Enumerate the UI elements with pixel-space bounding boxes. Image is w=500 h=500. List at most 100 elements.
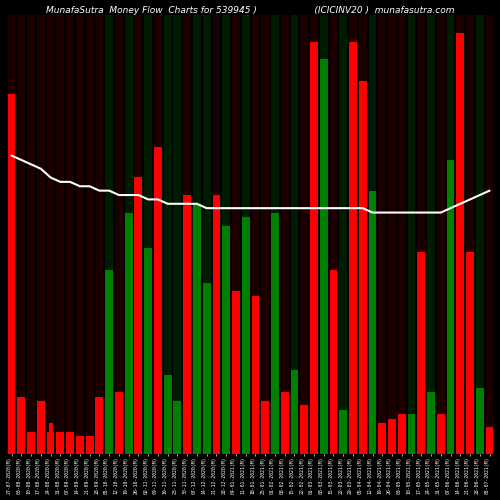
Bar bbox=[310, 42, 318, 454]
Bar bbox=[76, 16, 84, 454]
Bar bbox=[224, 362, 228, 454]
Bar bbox=[300, 406, 308, 454]
Bar bbox=[164, 374, 172, 454]
Bar bbox=[136, 353, 140, 454]
Bar bbox=[20, 423, 24, 454]
Bar bbox=[340, 16, 347, 454]
Bar bbox=[144, 16, 152, 454]
Bar bbox=[390, 423, 394, 454]
Bar bbox=[203, 282, 210, 454]
Bar bbox=[212, 195, 220, 454]
Bar bbox=[58, 440, 62, 454]
Bar bbox=[378, 16, 386, 454]
Bar bbox=[193, 204, 201, 454]
Bar bbox=[361, 322, 364, 454]
Bar bbox=[446, 160, 454, 454]
Bar bbox=[144, 248, 152, 454]
Bar bbox=[8, 94, 16, 454]
Bar bbox=[222, 16, 230, 454]
Bar bbox=[418, 16, 425, 454]
Bar bbox=[46, 16, 54, 454]
Bar bbox=[271, 212, 279, 454]
Bar bbox=[408, 414, 416, 454]
Bar bbox=[456, 33, 464, 454]
Bar bbox=[322, 322, 326, 454]
Bar bbox=[476, 16, 484, 454]
Bar bbox=[476, 388, 484, 454]
Bar bbox=[398, 414, 406, 454]
Bar bbox=[446, 16, 454, 454]
Bar bbox=[380, 428, 384, 454]
Bar bbox=[427, 392, 435, 454]
Bar bbox=[86, 436, 94, 454]
Bar bbox=[56, 432, 64, 454]
Bar bbox=[134, 178, 142, 454]
Bar bbox=[349, 16, 357, 454]
Bar bbox=[105, 16, 113, 454]
Bar bbox=[203, 16, 210, 454]
Bar bbox=[212, 16, 220, 454]
Bar bbox=[488, 432, 492, 454]
Bar bbox=[302, 423, 306, 454]
Bar bbox=[312, 322, 316, 454]
Bar bbox=[195, 353, 199, 454]
Bar bbox=[126, 353, 130, 454]
Bar bbox=[166, 418, 170, 454]
Bar bbox=[68, 436, 72, 454]
Bar bbox=[66, 16, 74, 454]
Bar bbox=[359, 16, 366, 454]
Bar bbox=[349, 42, 357, 454]
Bar bbox=[96, 16, 104, 454]
Bar bbox=[48, 423, 52, 454]
Bar bbox=[478, 418, 482, 454]
Bar bbox=[448, 353, 452, 454]
Bar bbox=[117, 414, 121, 454]
Bar bbox=[18, 396, 25, 454]
Bar bbox=[232, 292, 240, 454]
Bar bbox=[281, 16, 288, 454]
Bar bbox=[271, 16, 279, 454]
Bar bbox=[273, 353, 277, 454]
Bar bbox=[368, 190, 376, 454]
Bar bbox=[174, 16, 182, 454]
Bar bbox=[234, 384, 238, 454]
Bar bbox=[10, 414, 14, 454]
Bar bbox=[76, 436, 84, 454]
Bar bbox=[242, 217, 250, 454]
Bar bbox=[164, 16, 172, 454]
Bar bbox=[486, 428, 494, 454]
Bar bbox=[262, 401, 269, 454]
Bar bbox=[290, 16, 298, 454]
Bar bbox=[330, 16, 338, 454]
Bar bbox=[359, 81, 366, 454]
Bar bbox=[420, 370, 423, 454]
Bar bbox=[107, 370, 111, 454]
Bar bbox=[78, 445, 82, 454]
Bar bbox=[458, 322, 462, 454]
Bar bbox=[134, 16, 142, 454]
Bar bbox=[154, 16, 162, 454]
Bar bbox=[86, 16, 94, 454]
Bar bbox=[204, 370, 208, 454]
Bar bbox=[310, 16, 318, 454]
Bar bbox=[27, 16, 35, 454]
Bar bbox=[332, 370, 336, 454]
Bar bbox=[184, 195, 191, 454]
Bar bbox=[185, 353, 189, 454]
Bar bbox=[88, 445, 92, 454]
Bar bbox=[351, 322, 355, 454]
Bar bbox=[124, 16, 132, 454]
Bar bbox=[466, 16, 474, 454]
Bar bbox=[193, 16, 201, 454]
Bar bbox=[340, 410, 347, 454]
Bar bbox=[388, 16, 396, 454]
Bar bbox=[486, 16, 494, 454]
Bar bbox=[37, 401, 44, 454]
Bar bbox=[320, 59, 328, 454]
Bar bbox=[184, 16, 191, 454]
Bar bbox=[156, 353, 160, 454]
Bar bbox=[466, 252, 474, 454]
Bar bbox=[439, 428, 442, 454]
Bar bbox=[242, 16, 250, 454]
Title: MunafaSutra  Money Flow  Charts for 539945 )                    (ICICINV20 )  mu: MunafaSutra Money Flow Charts for 539945… bbox=[46, 6, 455, 15]
